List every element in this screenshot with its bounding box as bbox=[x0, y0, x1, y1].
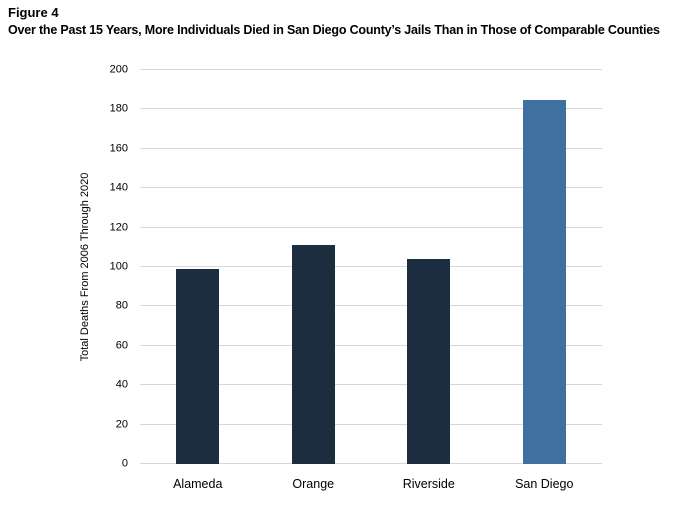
y-tick-label-200: 200 bbox=[109, 63, 128, 76]
bar-san-diego bbox=[522, 99, 566, 464]
bar-alameda bbox=[176, 268, 220, 464]
x-axis-category-labels: Alameda Orange Riverside San Diego bbox=[140, 477, 602, 497]
gridline-100 bbox=[140, 266, 602, 267]
figure-label: Figure 4 bbox=[8, 5, 59, 20]
y-tick-label-20: 20 bbox=[115, 418, 128, 431]
bar-riverside bbox=[407, 259, 451, 464]
gridline-180 bbox=[140, 108, 602, 110]
gridline-160 bbox=[140, 147, 602, 149]
y-tick-label-0: 0 bbox=[121, 457, 128, 470]
y-tick-label-80: 80 bbox=[115, 299, 128, 312]
x-category-label-orange: Orange bbox=[292, 477, 335, 491]
plot-area bbox=[140, 69, 602, 464]
gridline-40 bbox=[140, 384, 602, 386]
y-tick-label-60: 60 bbox=[115, 339, 128, 352]
y-tick-label-180: 180 bbox=[109, 102, 128, 115]
figure-title: Over the Past 15 Years, More Individuals… bbox=[8, 23, 660, 37]
y-tick-label-120: 120 bbox=[109, 221, 128, 234]
gridline-200 bbox=[140, 69, 602, 70]
gridline-120 bbox=[140, 226, 602, 228]
y-tick-label-40: 40 bbox=[115, 378, 128, 391]
gridline-140 bbox=[140, 187, 602, 189]
gridline-80 bbox=[140, 305, 602, 307]
y-tick-label-140: 140 bbox=[109, 181, 128, 194]
gridline-60 bbox=[140, 344, 602, 346]
x-category-label-alameda: Alameda bbox=[173, 477, 223, 491]
y-tick-label-100: 100 bbox=[109, 260, 128, 273]
y-axis-title: Total Deaths From 2006 Through 2020 bbox=[79, 172, 91, 362]
y-tick-label-160: 160 bbox=[109, 142, 128, 155]
gridline-0 bbox=[140, 463, 602, 464]
bar-orange bbox=[291, 245, 335, 464]
gridline-20 bbox=[140, 423, 602, 425]
x-category-label-riverside: Riverside bbox=[402, 477, 455, 491]
x-category-label-san-diego: San Diego bbox=[515, 477, 574, 491]
y-axis-tick-labels: 0 20 40 60 80 100 120 140 160 180 200 bbox=[94, 64, 132, 469]
